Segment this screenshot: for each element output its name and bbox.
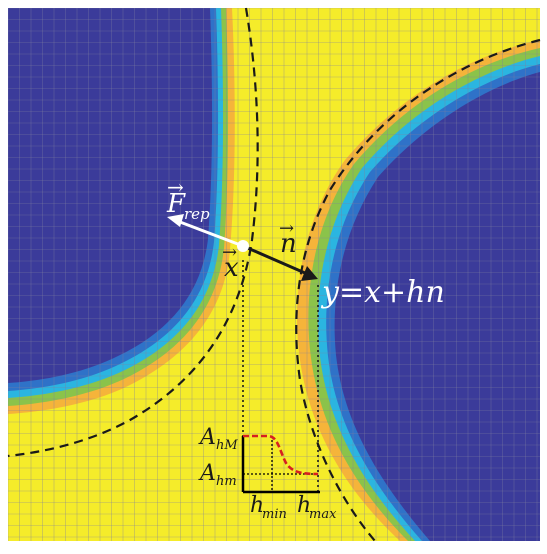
label-h-max: h max	[297, 493, 337, 522]
right-boundary-dashed	[295, 38, 541, 542]
normal-vector-arrow-icon: →	[279, 218, 294, 239]
profile-inset	[241, 434, 320, 494]
force-vector-arrow-icon: →	[167, 175, 184, 199]
label-force: F rep →	[166, 175, 210, 223]
label-h-min: h min	[250, 493, 287, 522]
label-normal: n →	[279, 218, 297, 259]
a-high-label: A	[198, 425, 216, 450]
a-low-label: A	[198, 461, 216, 486]
force-subscript: rep	[184, 205, 210, 223]
h-max-label: h	[297, 493, 311, 518]
position-label: x	[224, 253, 239, 283]
projection-equation: y=x+hn	[320, 275, 445, 310]
force-label: F	[166, 189, 186, 219]
a-high-subscript: hM	[216, 438, 238, 453]
h-max-subscript: max	[309, 507, 337, 522]
profile-curve	[243, 434, 319, 476]
h-min-label: h	[250, 493, 264, 518]
point-x-marker	[237, 240, 249, 252]
a-low-subscript: hm	[216, 474, 237, 489]
h-min-subscript: min	[262, 507, 287, 522]
left-blob	[8, 8, 235, 414]
label-a-low: A hm	[198, 461, 237, 489]
left-boundary-dashed	[7, 7, 259, 458]
repulsion-force-arrow	[167, 214, 244, 248]
label-a-high: A hM	[198, 425, 238, 453]
pixel-grid	[8, 8, 540, 541]
label-position: x →	[222, 242, 239, 283]
position-vector-arrow-icon: →	[222, 242, 237, 263]
normal-arrow	[242, 244, 318, 281]
normal-label: n	[280, 229, 297, 259]
